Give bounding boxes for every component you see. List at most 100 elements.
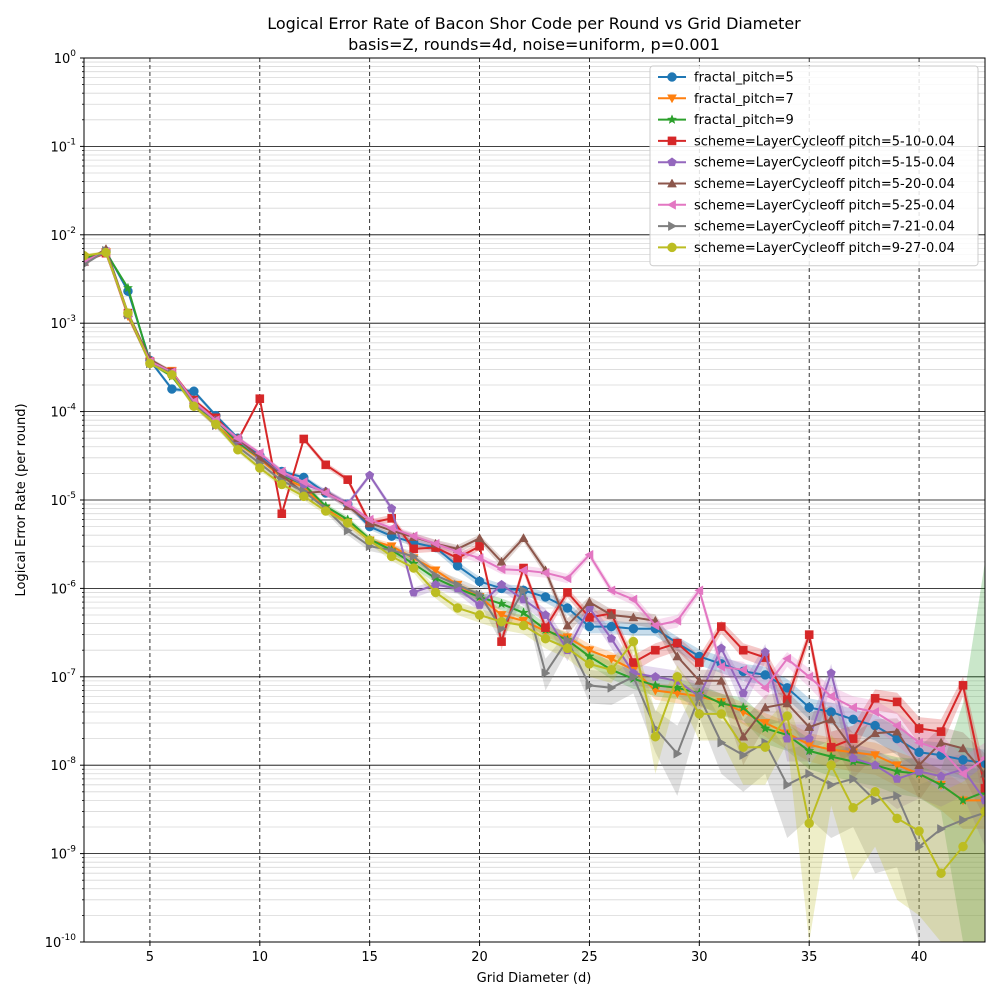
data-point — [805, 768, 815, 779]
chart-subtitle: basis=Z, rounds=4d, noise=uniform, p=0.0… — [348, 35, 720, 54]
data-point — [585, 680, 595, 691]
data-point — [892, 774, 902, 783]
data-point — [936, 727, 946, 736]
data-point — [606, 633, 616, 643]
legend-marker — [667, 136, 677, 146]
y-tick-label: 10-9 — [50, 845, 76, 863]
data-point — [892, 697, 902, 707]
confidence-band — [84, 251, 985, 942]
y-tick-base: 10 — [50, 494, 67, 509]
data-point — [804, 733, 814, 743]
data-point — [804, 722, 815, 731]
y-tick-exponent: -2 — [67, 226, 76, 236]
legend-item: scheme=LayerCycleoff pitch=9-27-0.04 — [658, 241, 955, 256]
data-point — [914, 760, 924, 770]
data-point — [584, 597, 595, 606]
data-point — [870, 694, 880, 703]
data-point — [232, 433, 242, 444]
data-point — [891, 766, 903, 776]
y-tick-base: 10 — [50, 582, 67, 597]
data-point — [408, 563, 419, 573]
legend-item: scheme=LayerCycleoff pitch=5-20-0.04 — [658, 177, 955, 192]
data-point — [408, 531, 418, 542]
data-point — [628, 612, 639, 622]
y-tick-exponent: -10 — [61, 933, 76, 943]
data-point — [650, 671, 660, 681]
data-point — [958, 681, 968, 690]
chart-title: Logical Error Rate of Bacon Shor Code pe… — [267, 14, 801, 33]
data-point — [321, 460, 331, 470]
data-point — [760, 647, 770, 657]
data-point — [474, 576, 485, 587]
data-point — [540, 633, 551, 644]
data-point — [430, 587, 441, 598]
data-point — [848, 714, 858, 725]
data-point — [562, 603, 573, 613]
data-point — [606, 665, 617, 675]
data-point — [387, 514, 396, 523]
data-point — [409, 551, 419, 562]
data-point — [453, 579, 463, 590]
y-tick-exponent: -1 — [67, 137, 76, 147]
data-point — [628, 594, 638, 605]
data-point — [848, 753, 858, 763]
data-point — [452, 561, 463, 571]
data-point — [606, 654, 617, 664]
data-point — [717, 737, 727, 748]
y-tick-label: 10-10 — [45, 933, 77, 951]
data-point — [783, 779, 793, 790]
legend-marker — [667, 178, 677, 188]
data-point — [937, 824, 947, 834]
data-point — [431, 570, 441, 581]
legend-label: fractal_pitch=7 — [694, 92, 794, 107]
data-point — [694, 709, 705, 719]
y-tick-exponent: -9 — [67, 845, 76, 855]
y-tick-exponent: -6 — [67, 579, 76, 589]
data-point — [804, 671, 814, 682]
data-point — [782, 711, 792, 721]
data-point — [474, 610, 485, 620]
data-point — [474, 553, 484, 564]
series — [84, 247, 985, 878]
data-point — [298, 477, 308, 487]
data-point — [892, 720, 901, 731]
data-point — [738, 645, 748, 655]
data-point — [277, 509, 287, 518]
legend-label: scheme=LayerCycleoff pitch=5-20-0.04 — [694, 177, 955, 192]
y-tick-label: 10-1 — [50, 137, 76, 155]
data-point — [672, 615, 682, 626]
data-point — [738, 688, 748, 698]
series-lines — [84, 244, 985, 878]
data-point — [870, 787, 880, 797]
data-point — [607, 682, 617, 693]
data-point — [475, 541, 484, 551]
legend-marker — [668, 221, 678, 232]
data-point — [211, 419, 221, 429]
legend-label: scheme=LayerCycleoff pitch=5-25-0.04 — [694, 198, 955, 213]
y-tick-label: 10-7 — [50, 668, 76, 686]
y-tick-label: 10-3 — [50, 314, 76, 332]
data-point — [848, 702, 857, 713]
data-point — [738, 664, 748, 675]
data-point — [342, 499, 352, 509]
y-tick-label: 10-5 — [50, 491, 76, 509]
data-point — [848, 734, 858, 743]
data-point — [584, 646, 595, 656]
data-point — [628, 623, 639, 634]
x-tick-label: 25 — [581, 950, 598, 965]
data-point — [452, 603, 463, 613]
data-point — [629, 671, 639, 682]
data-point — [540, 567, 550, 578]
data-point — [167, 384, 177, 394]
data-point — [848, 744, 859, 754]
data-point — [540, 592, 551, 602]
series — [84, 247, 985, 779]
data-point — [606, 621, 617, 632]
data-point — [959, 815, 969, 825]
data-point — [782, 698, 793, 708]
legend: fractal_pitch=5 fractal_pitch=7 fractal_pi… — [649, 65, 979, 267]
x-axis-ticks: 5 10 15 20 25 30 35 40 — [146, 942, 927, 965]
data-point — [760, 723, 771, 733]
data-point — [716, 643, 726, 653]
